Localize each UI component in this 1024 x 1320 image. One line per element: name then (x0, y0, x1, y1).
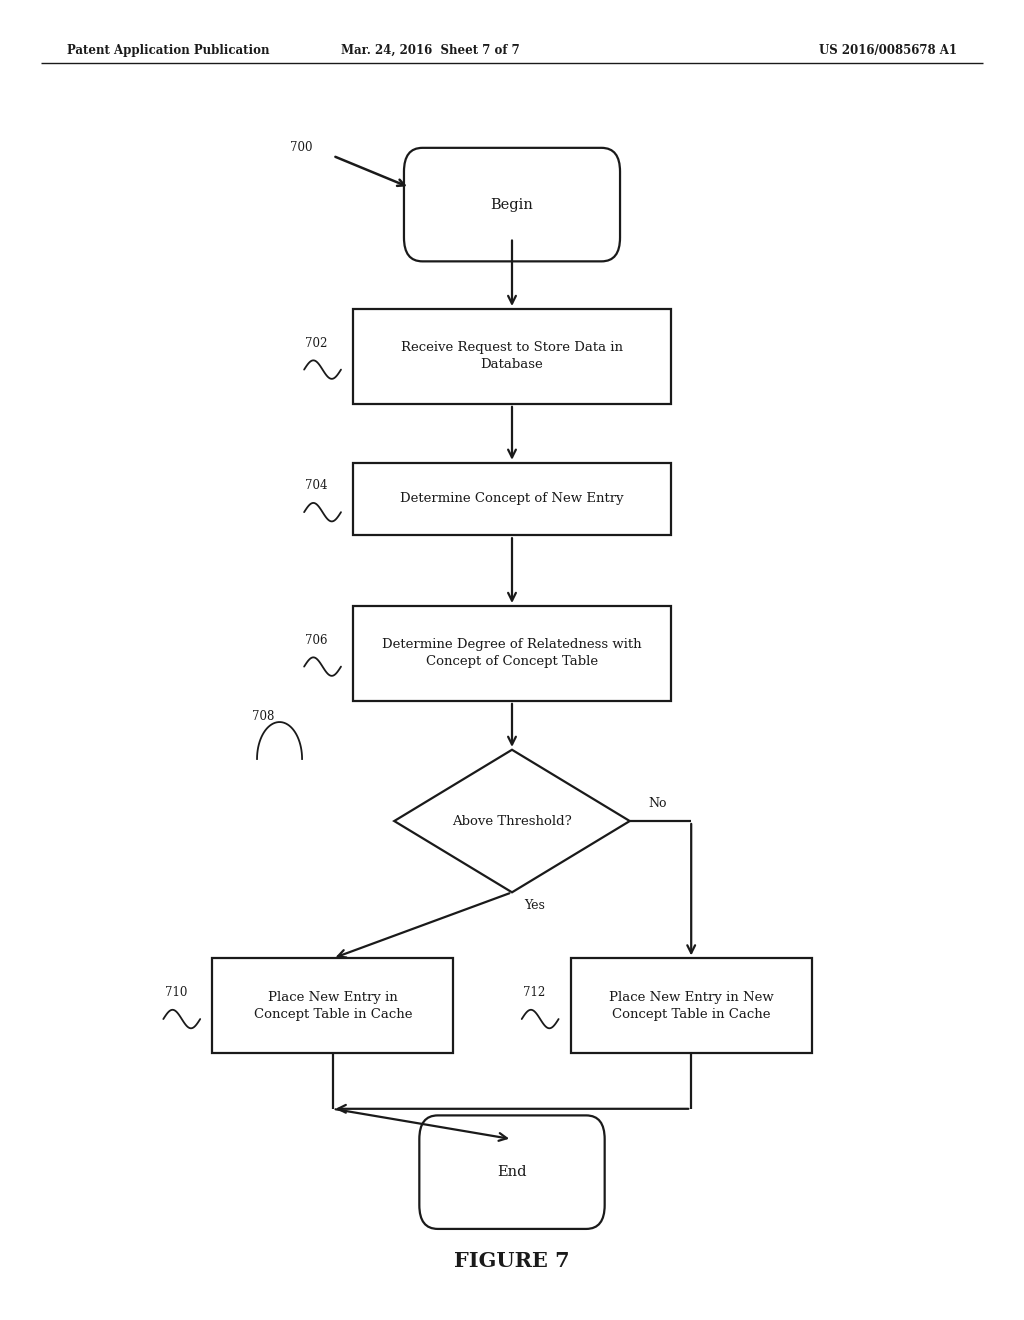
Text: Receive Request to Store Data in
Database: Receive Request to Store Data in Databas… (401, 342, 623, 371)
Text: Mar. 24, 2016  Sheet 7 of 7: Mar. 24, 2016 Sheet 7 of 7 (341, 44, 519, 57)
FancyBboxPatch shape (571, 958, 812, 1053)
FancyBboxPatch shape (420, 1115, 604, 1229)
Text: End: End (498, 1166, 526, 1179)
Text: Place New Entry in New
Concept Table in Cache: Place New Entry in New Concept Table in … (609, 991, 773, 1020)
Text: 708: 708 (252, 710, 274, 723)
Text: 704: 704 (305, 479, 328, 492)
Text: Yes: Yes (524, 899, 545, 912)
Text: 710: 710 (165, 986, 187, 999)
Text: No: No (648, 797, 667, 810)
FancyBboxPatch shape (213, 958, 453, 1053)
Text: Determine Degree of Relatedness with
Concept of Concept Table: Determine Degree of Relatedness with Con… (382, 639, 642, 668)
Text: Patent Application Publication: Patent Application Publication (67, 44, 269, 57)
Text: Above Threshold?: Above Threshold? (453, 814, 571, 828)
Text: FIGURE 7: FIGURE 7 (455, 1250, 569, 1271)
Polygon shape (394, 750, 630, 892)
FancyBboxPatch shape (353, 462, 671, 536)
Text: US 2016/0085678 A1: US 2016/0085678 A1 (819, 44, 957, 57)
Text: 700: 700 (290, 141, 312, 154)
FancyBboxPatch shape (403, 148, 620, 261)
Text: Place New Entry in
Concept Table in Cache: Place New Entry in Concept Table in Cach… (254, 991, 412, 1020)
Text: 706: 706 (305, 634, 328, 647)
Text: 702: 702 (305, 337, 328, 350)
FancyBboxPatch shape (353, 309, 671, 404)
Text: Determine Concept of New Entry: Determine Concept of New Entry (400, 492, 624, 506)
Text: 712: 712 (523, 986, 546, 999)
FancyBboxPatch shape (353, 606, 671, 701)
Text: Begin: Begin (490, 198, 534, 211)
